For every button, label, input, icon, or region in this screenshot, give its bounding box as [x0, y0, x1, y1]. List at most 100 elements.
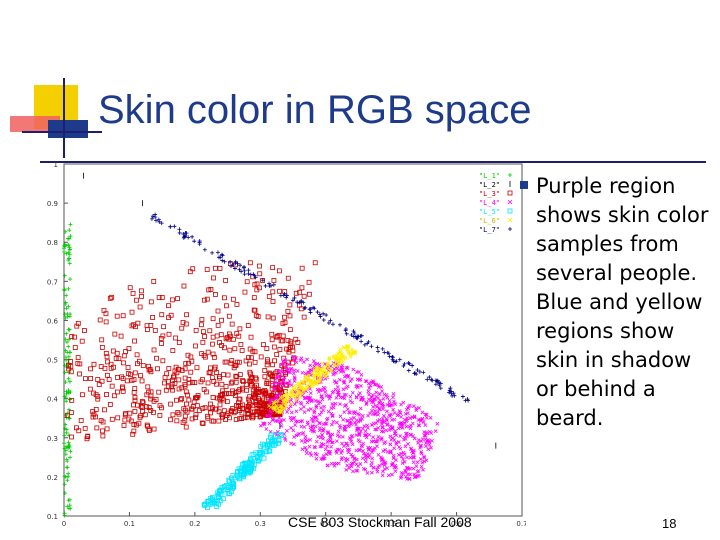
point-L_3 [196, 408, 202, 414]
point-L_1 [65, 478, 70, 483]
point-L_4 [292, 435, 297, 439]
point-L_3 [253, 375, 259, 381]
point-L_4 [377, 407, 382, 412]
point-L_7 [284, 295, 289, 300]
point-L_3 [210, 334, 216, 340]
point-L_3 [210, 351, 216, 357]
point-L_4 [354, 395, 359, 399]
point-L_4 [392, 411, 397, 415]
point-L_5 [219, 485, 225, 490]
point-L_4 [289, 410, 294, 415]
point-L_3 [104, 392, 109, 397]
point-L_3 [216, 418, 222, 424]
point-L_7 [197, 240, 202, 245]
point-L_6 [305, 383, 310, 388]
point-L_4 [273, 380, 278, 385]
point-L_4 [314, 403, 319, 408]
point-L_4 [380, 416, 385, 421]
point-L_4 [354, 395, 359, 400]
point-L_4 [317, 428, 322, 433]
point-L_4 [349, 420, 353, 424]
point-L_3 [130, 291, 136, 296]
point-L_7 [344, 331, 349, 336]
point-L_3 [95, 394, 101, 399]
point-L_1 [67, 497, 72, 502]
point-L_4 [342, 426, 347, 431]
point-L_4 [345, 447, 350, 452]
point-L_1 [68, 222, 73, 227]
point-L_4 [317, 421, 322, 426]
point-L_6 [311, 380, 316, 385]
point-L_3 [301, 314, 307, 320]
point-L_3 [120, 360, 126, 366]
point-L_3 [182, 413, 188, 419]
y-tick-label: 0.2 [47, 474, 58, 482]
point-L_3 [270, 289, 276, 295]
point-L_4 [374, 394, 379, 399]
point-L_3 [287, 313, 293, 319]
point-L_3 [161, 324, 167, 330]
point-L_3 [264, 346, 270, 351]
point-L_3 [183, 321, 189, 327]
point-L_3 [248, 376, 254, 382]
point-L_6 [348, 351, 353, 356]
point-L_4 [375, 467, 379, 472]
deco-horizontal-line [22, 131, 102, 133]
point-L_3 [111, 364, 116, 370]
plot-frame [63, 163, 523, 517]
point-L_5 [216, 492, 221, 498]
point-L_7 [231, 263, 236, 268]
point-L_7 [267, 281, 272, 286]
point-L_3 [113, 356, 119, 361]
point-L_3 [188, 369, 194, 375]
point-L_1 [63, 452, 68, 457]
legend-label: "L_2" [479, 181, 500, 189]
point-L_7 [452, 393, 457, 398]
y-tick-label: 0.9 [47, 200, 58, 208]
point-L_3 [224, 399, 230, 405]
point-L_6 [294, 398, 298, 403]
point-L_3 [145, 384, 151, 390]
point-L_4 [344, 365, 349, 370]
point-L_7 [330, 322, 335, 327]
point-L_3 [95, 377, 101, 382]
point-L_3 [181, 283, 187, 289]
point-L_4 [378, 400, 382, 405]
deco-red-bar [10, 116, 60, 132]
point-L_4 [352, 456, 356, 461]
point-L_3 [246, 355, 251, 361]
point-L_4 [376, 412, 380, 417]
point-L_3 [176, 377, 182, 383]
point-L_7 [281, 293, 286, 298]
point-L_1 [63, 380, 68, 385]
point-L_4 [370, 470, 374, 475]
point-L_4 [370, 456, 375, 461]
point-L_3 [79, 392, 85, 398]
point-L_3 [120, 376, 126, 381]
point-L_6 [327, 355, 332, 360]
point-L_4 [364, 432, 369, 437]
point-L_3 [181, 406, 187, 412]
point-L_4 [380, 458, 385, 463]
point-L_6 [278, 404, 283, 408]
point-L_4 [363, 379, 368, 383]
point-L_4 [409, 432, 413, 437]
point-L_3 [242, 289, 248, 295]
point-L_4 [309, 453, 314, 458]
point-L_3 [193, 415, 198, 421]
point-L_3 [107, 402, 113, 407]
point-L_3 [183, 389, 189, 395]
point-L_4 [356, 419, 361, 424]
point-L_3 [312, 260, 318, 266]
point-L_3 [194, 365, 200, 371]
point-L_3 [74, 323, 80, 329]
point-L_3 [243, 358, 249, 364]
chart-axes: 0 0.1 0.2 0.3 0.4 0.5 0.6 0.7 0.1 0.2 0.3 0.4 0.5 0.6… [47, 161, 526, 528]
point-L_3 [233, 417, 239, 422]
point-L_3 [278, 338, 284, 344]
point-L_1 [62, 511, 67, 516]
point-L_4 [318, 388, 323, 392]
point-L_4 [373, 397, 378, 401]
point-L_5 [279, 433, 285, 438]
point-L_5 [202, 503, 208, 508]
